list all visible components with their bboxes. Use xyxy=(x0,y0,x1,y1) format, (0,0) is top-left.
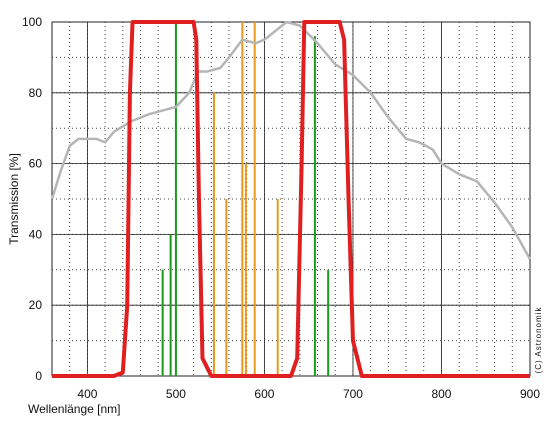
y-tick-label: 80 xyxy=(29,86,43,100)
curve xyxy=(52,20,530,378)
y-tick-label: 100 xyxy=(22,15,42,29)
y-tick-label: 40 xyxy=(29,227,43,241)
x-tick-label: 700 xyxy=(343,387,363,401)
credit: (C) Astronomik xyxy=(534,307,543,374)
y-tick-label: 20 xyxy=(29,298,43,312)
x-tick-label: 900 xyxy=(520,387,540,401)
x-axis-label: Wellenlänge [nm] xyxy=(28,402,121,416)
x-tick-label: 400 xyxy=(77,387,97,401)
y-tick-label: 60 xyxy=(29,157,43,171)
x-tick-label: 500 xyxy=(166,387,186,401)
x-tick-label: 800 xyxy=(431,387,451,401)
y-tick-label: 0 xyxy=(35,369,42,383)
x-tick-label: 600 xyxy=(254,387,274,401)
y-axis-label: Transmission [%] xyxy=(7,153,21,245)
curve xyxy=(50,20,532,260)
